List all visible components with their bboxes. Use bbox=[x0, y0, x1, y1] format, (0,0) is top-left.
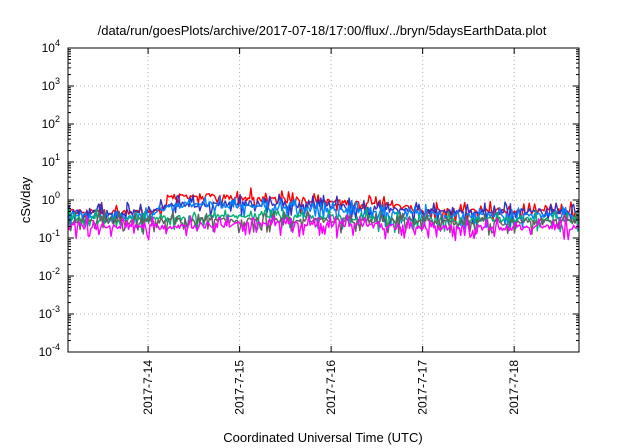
x-axis-label: Coordinated Universal Time (UTC) bbox=[223, 430, 422, 445]
series-line-2 bbox=[67, 193, 580, 226]
ticks: 10-4 10-3 10-2 10-1 100 101 102 103 104 2017-7-14… bbox=[39, 38, 579, 415]
x-tick-label: 2017-7-18 bbox=[507, 360, 521, 415]
x-tick-label: 2017-7-14 bbox=[141, 360, 155, 415]
x-tick-label: 2017-7-16 bbox=[324, 360, 338, 415]
y-tick-label: 100 bbox=[42, 190, 60, 207]
y-tick-label: 10-4 bbox=[39, 342, 60, 359]
series-line-3 bbox=[67, 195, 580, 230]
x-tick-label: 2017-7-17 bbox=[416, 360, 430, 415]
y-tick-label: 10-2 bbox=[39, 266, 60, 283]
series-line-6 bbox=[67, 214, 580, 242]
series-layer bbox=[67, 187, 580, 242]
y-tick-label: 10-1 bbox=[39, 228, 60, 245]
y-tick-label: 101 bbox=[42, 152, 60, 169]
chart-title: /data/run/goesPlots/archive/2017-07-18/1… bbox=[98, 23, 547, 38]
y-axis-label: cSv/day bbox=[18, 176, 33, 223]
x-tick-label: 2017-7-15 bbox=[233, 360, 247, 415]
y-tick-label: 102 bbox=[42, 114, 60, 131]
y-tick-label: 104 bbox=[42, 38, 60, 55]
y-tick-label: 10-3 bbox=[39, 304, 60, 321]
y-tick-label: 103 bbox=[42, 76, 60, 93]
